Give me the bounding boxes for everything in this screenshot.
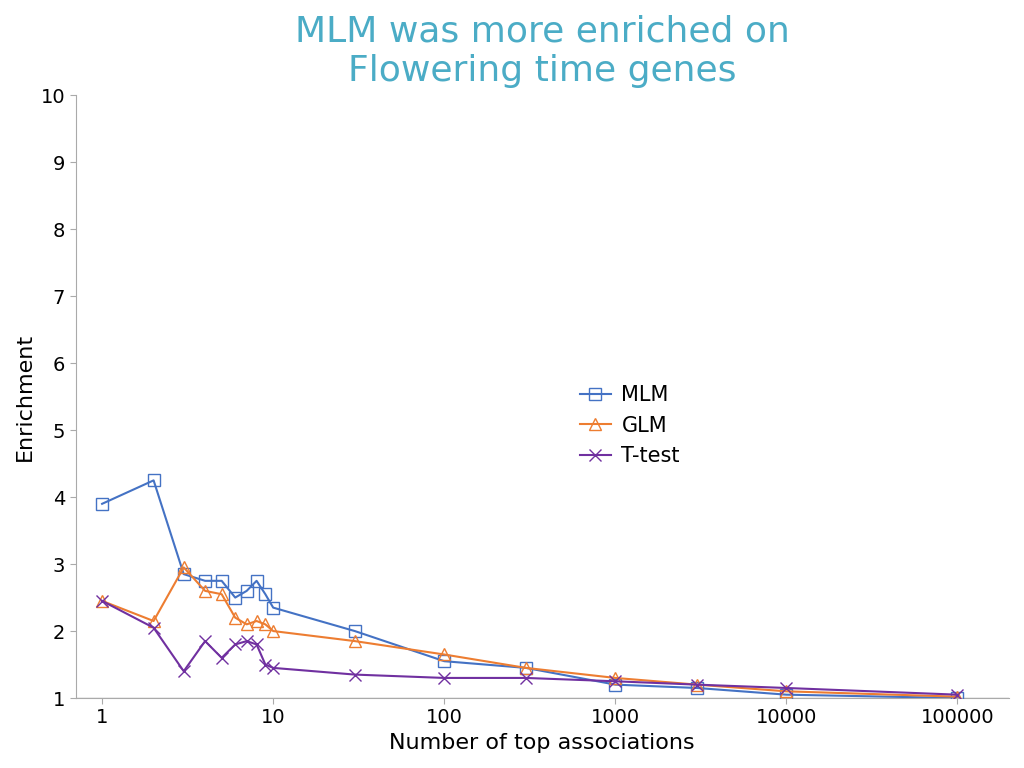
- MLM: [251, 576, 263, 585]
- MLM: [951, 694, 964, 703]
- T-test: [520, 674, 532, 683]
- Y-axis label: Enrichment: Enrichment: [15, 333, 35, 461]
- GLM: [177, 563, 189, 572]
- GLM: [267, 627, 280, 636]
- MLM: [229, 593, 242, 602]
- T-test: [691, 680, 703, 689]
- T-test: [241, 637, 253, 646]
- MLM: [520, 664, 532, 673]
- MLM: [780, 690, 793, 700]
- T-test: [951, 690, 964, 700]
- MLM: [215, 576, 227, 585]
- T-test: [147, 623, 160, 632]
- MLM: [96, 499, 109, 508]
- T-test: [267, 664, 280, 673]
- Line: T-test: T-test: [96, 595, 963, 700]
- GLM: [241, 620, 253, 629]
- MLM: [177, 570, 189, 579]
- MLM: [438, 657, 451, 666]
- MLM: [241, 586, 253, 595]
- MLM: [348, 627, 360, 636]
- T-test: [96, 596, 109, 605]
- Line: GLM: GLM: [96, 562, 963, 702]
- T-test: [177, 667, 189, 676]
- T-test: [438, 674, 451, 683]
- MLM: [691, 684, 703, 693]
- X-axis label: Number of top associations: Number of top associations: [389, 733, 695, 753]
- T-test: [199, 637, 211, 646]
- T-test: [348, 670, 360, 679]
- GLM: [438, 650, 451, 659]
- MLM: [199, 576, 211, 585]
- T-test: [229, 640, 242, 649]
- T-test: [780, 684, 793, 693]
- MLM: [609, 680, 622, 689]
- T-test: [609, 677, 622, 686]
- MLM: [259, 590, 271, 599]
- GLM: [251, 617, 263, 626]
- GLM: [520, 664, 532, 673]
- GLM: [96, 596, 109, 605]
- GLM: [259, 620, 271, 629]
- T-test: [215, 654, 227, 663]
- MLM: [147, 475, 160, 485]
- MLM: [267, 603, 280, 612]
- Title: MLM was more enriched on
Flowering time genes: MLM was more enriched on Flowering time …: [295, 15, 790, 88]
- Legend: MLM, GLM, T-test: MLM, GLM, T-test: [571, 377, 688, 475]
- GLM: [229, 613, 242, 622]
- GLM: [780, 687, 793, 696]
- GLM: [348, 637, 360, 646]
- GLM: [199, 586, 211, 595]
- T-test: [251, 640, 263, 649]
- T-test: [259, 660, 271, 669]
- Line: MLM: MLM: [96, 475, 963, 703]
- GLM: [215, 590, 227, 599]
- GLM: [691, 680, 703, 689]
- GLM: [609, 674, 622, 683]
- GLM: [951, 692, 964, 701]
- GLM: [147, 617, 160, 626]
